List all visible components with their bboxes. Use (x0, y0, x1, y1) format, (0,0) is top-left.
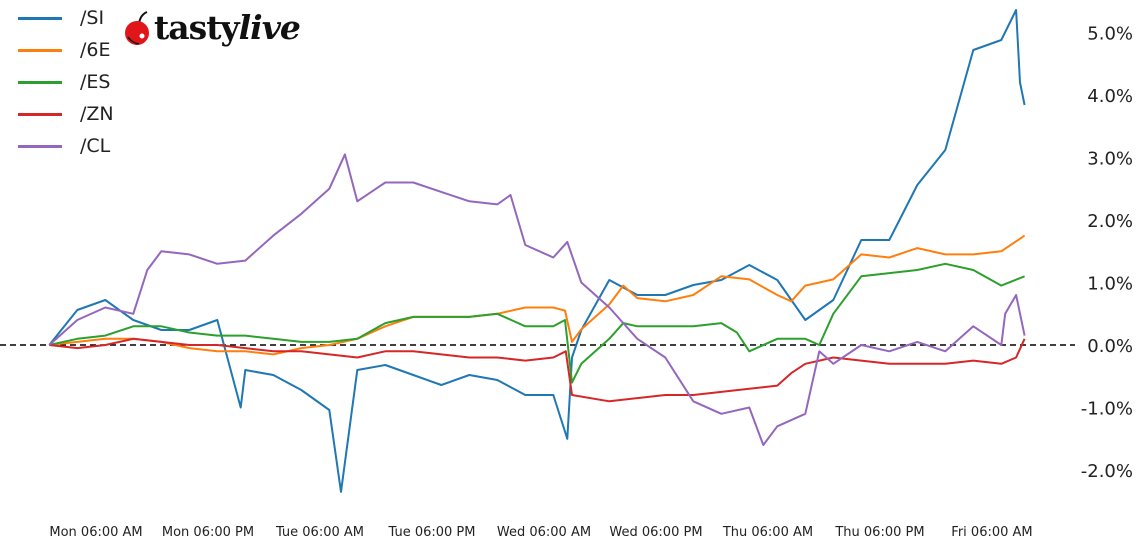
logo-text-tasty: tasty (154, 8, 240, 47)
y-tick-label: -2.0% (1081, 461, 1133, 482)
tastylive-logo: tastylive (122, 8, 301, 47)
legend-swatch (18, 144, 62, 148)
logo-text: tastylive (154, 8, 301, 47)
x-tick-label: Tue 06:00 PM (387, 525, 475, 540)
y-tick-label: 2.0% (1087, 211, 1133, 232)
legend-label: /6E (80, 39, 111, 61)
y-tick-label: 0.0% (1087, 336, 1133, 357)
logo-text-live: live (238, 8, 301, 47)
series-layer (48, 9, 1026, 493)
series-line-cl (48, 153, 1026, 446)
y-tick-label: 4.0% (1087, 86, 1133, 107)
cherry-icon (125, 10, 149, 45)
legend-item-6e: /6E (18, 34, 114, 66)
y-tick-label: 5.0% (1087, 24, 1133, 45)
legend-swatch (18, 80, 62, 84)
series-line-es (49, 262, 1025, 384)
series-line-6e (49, 234, 1026, 356)
x-tick-label: Thu 06:00 PM (834, 525, 924, 540)
series-line-si (48, 9, 1026, 493)
series-line-zn (49, 337, 1026, 403)
x-tick-label: Thu 06:00 AM (722, 525, 813, 540)
y-tick-label: 1.0% (1087, 274, 1133, 295)
legend-item-si: /SI (18, 2, 114, 34)
legend-item-cl: /CL (18, 130, 114, 162)
x-tick-label: Tue 06:00 AM (275, 525, 364, 540)
x-tick-label: Wed 06:00 PM (609, 525, 702, 540)
legend-item-es: /ES (18, 66, 114, 98)
x-tick-label: Fri 06:00 AM (951, 525, 1032, 540)
legend-swatch (18, 112, 62, 116)
legend-item-zn: /ZN (18, 98, 114, 130)
x-tick-label: Mon 06:00 AM (49, 525, 142, 540)
legend-label: /CL (80, 135, 111, 157)
legend: /SI /6E /ES /ZN /CL (18, 2, 114, 162)
legend-label: /ZN (80, 103, 114, 125)
legend-swatch (18, 16, 62, 20)
y-tick-label: -1.0% (1081, 399, 1133, 420)
y-axis: 5.0% 4.0% 3.0% 2.0% 1.0% 0.0% -1.0% -2.0% (1081, 24, 1133, 483)
x-axis: Mon 06:00 AM Mon 06:00 PM Tue 06:00 AM Tue … (49, 525, 1032, 540)
legend-label: /SI (80, 7, 105, 29)
legend-label: /ES (80, 71, 111, 93)
x-tick-label: Mon 06:00 PM (162, 525, 254, 540)
legend-swatch (18, 48, 62, 52)
x-tick-label: Wed 06:00 AM (497, 525, 591, 540)
y-tick-label: 3.0% (1087, 149, 1133, 170)
